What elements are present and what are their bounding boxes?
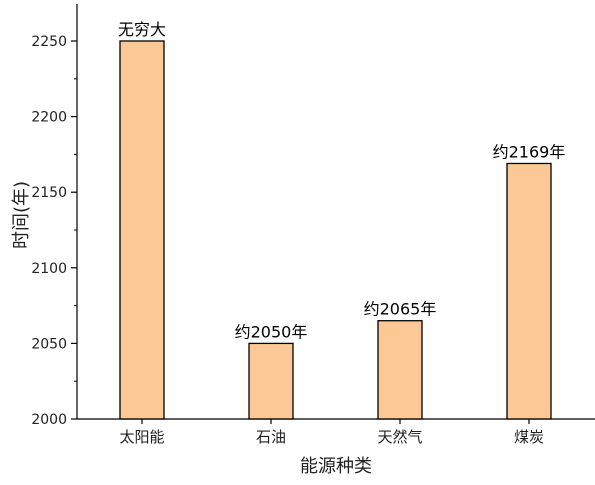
x-axis: 太阳能 石油 天然气 煤炭: [77, 418, 595, 446]
y-axis-title: 时间(年): [11, 181, 32, 249]
y-axis: 2000 2050 2100 2150 2200 2250: [31, 4, 78, 428]
data-label: 无穷大: [118, 20, 166, 39]
y-tick-label: 2000: [31, 412, 67, 428]
y-tick-label: 2100: [31, 261, 67, 277]
x-tick-label: 石油: [256, 428, 286, 446]
bar: [377, 320, 423, 420]
bar-series: [119, 40, 552, 420]
data-label: 约2050年: [235, 322, 308, 341]
y-tick-label: 2150: [31, 185, 67, 201]
bar: [119, 40, 165, 420]
y-tick-label: 2250: [31, 34, 67, 50]
x-tick-label: 煤炭: [514, 428, 544, 446]
x-axis-title: 能源种类: [300, 456, 372, 477]
bar: [506, 162, 552, 420]
bar: [248, 342, 294, 420]
data-label: 约2065年: [364, 300, 437, 319]
y-tick-label: 2050: [31, 336, 67, 352]
data-label: 约2169年: [493, 142, 566, 161]
x-tick-label: 天然气: [377, 428, 422, 446]
x-tick-label: 太阳能: [119, 428, 164, 446]
y-tick-label: 2200: [31, 110, 67, 126]
